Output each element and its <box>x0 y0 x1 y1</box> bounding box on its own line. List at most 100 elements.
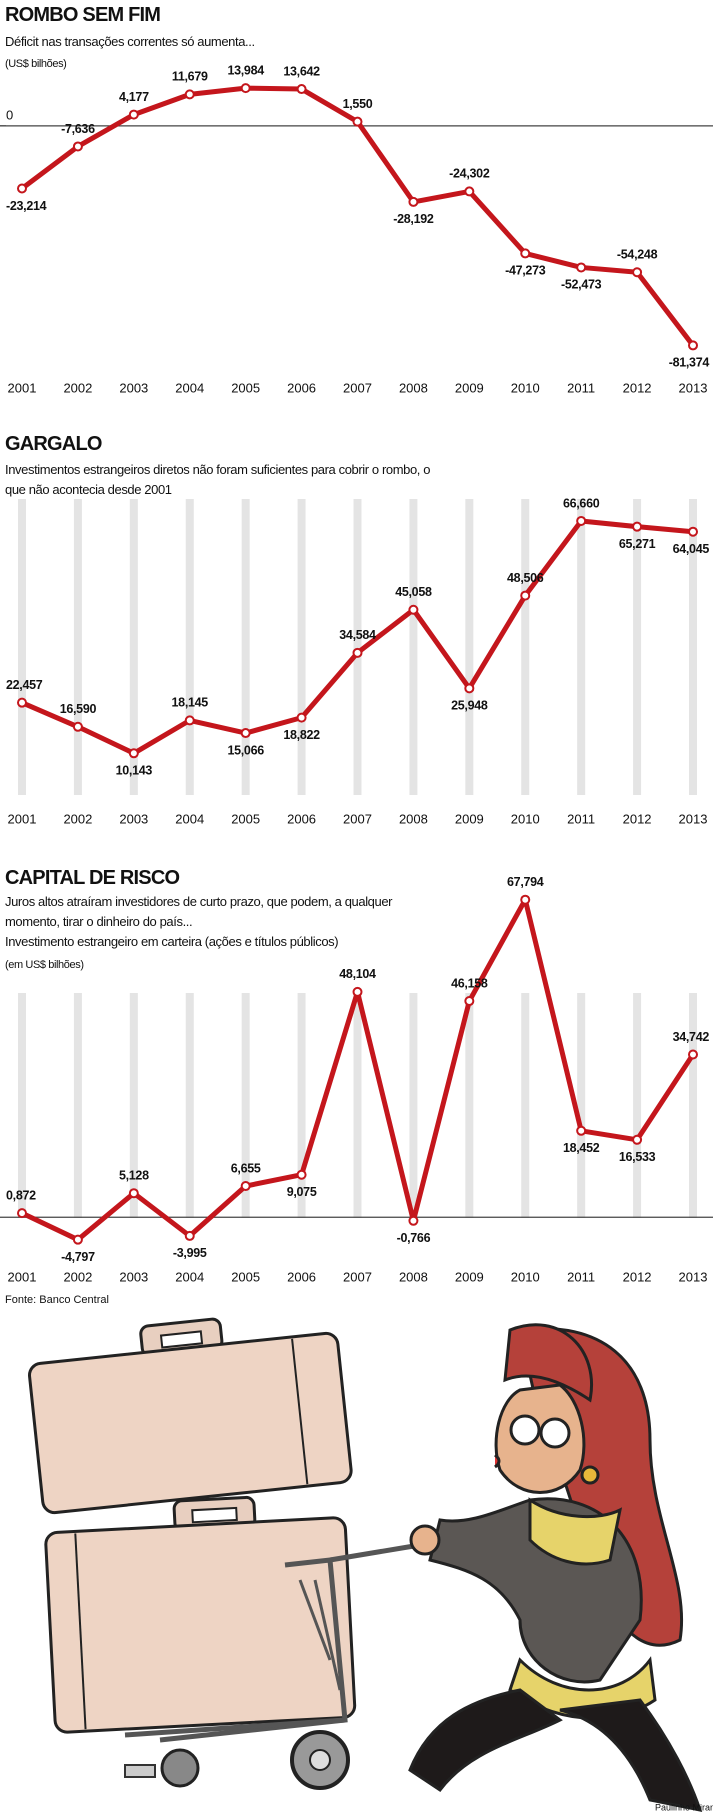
column-guide <box>353 499 362 795</box>
value-label: 64,045 <box>673 542 710 556</box>
value-label: 25,948 <box>451 699 488 713</box>
x-tick-label: 2006 <box>287 1269 316 1284</box>
value-label: 13,984 <box>227 63 264 77</box>
credit: Paulinho Miranda <box>655 1802 713 1812</box>
column-guide <box>633 993 642 1218</box>
column-guide <box>521 993 530 1218</box>
value-label: 0,872 <box>6 1188 36 1202</box>
value-label: 65,271 <box>619 537 656 551</box>
point <box>72 721 83 732</box>
value-label: 34,584 <box>339 628 376 642</box>
value-label: 48,506 <box>507 571 544 585</box>
column-guide <box>689 993 697 1218</box>
column-guide <box>297 993 306 1218</box>
chart-unit: (em US$ bilhões) <box>5 959 84 971</box>
value-label: 48,104 <box>339 967 376 981</box>
point <box>632 1134 643 1145</box>
column-guide <box>129 993 138 1218</box>
value-label: 18,452 <box>563 1141 600 1155</box>
x-tick-label: 2004 <box>175 1269 204 1284</box>
x-tick-label: 2005 <box>231 1269 260 1284</box>
wheel <box>160 1748 200 1788</box>
x-tick-label: 2004 <box>175 811 204 826</box>
x-tick-label: 2013 <box>679 380 708 395</box>
column-guide <box>241 499 250 795</box>
x-tick-label: 2003 <box>119 811 148 826</box>
point <box>520 894 531 905</box>
point <box>17 1208 27 1219</box>
value-label: -23,214 <box>6 199 47 213</box>
chart-subtitle: Investimentos estrangeiros diretos não f… <box>5 462 431 497</box>
chart-title: CAPITAL DE RISCO <box>5 867 180 889</box>
x-tick-label: 2012 <box>623 380 652 395</box>
column-guide <box>18 993 26 1218</box>
x-tick-label: 2002 <box>63 811 92 826</box>
x-tick-label: 2005 <box>231 380 260 395</box>
value-label: 4,177 <box>119 90 149 104</box>
value-label: 9,075 <box>287 1185 317 1199</box>
x-tick-label: 2007 <box>343 380 372 395</box>
value-label: 18,822 <box>283 728 320 742</box>
x-tick-label: 2007 <box>343 1269 372 1284</box>
point <box>408 196 419 207</box>
point <box>296 1169 307 1180</box>
point <box>408 1215 419 1226</box>
column-guide <box>73 993 82 1218</box>
point <box>576 1125 587 1136</box>
value-label: 34,742 <box>673 1030 710 1044</box>
illustration <box>28 1317 703 1812</box>
column-guide <box>297 499 306 795</box>
column-guide <box>577 993 586 1218</box>
point <box>576 262 587 273</box>
chart-title: GARGALO <box>5 433 102 455</box>
x-tick-label: 2013 <box>679 1269 708 1284</box>
point <box>632 521 643 532</box>
point <box>184 715 195 726</box>
value-label: 18,145 <box>172 696 209 710</box>
point <box>688 526 698 537</box>
x-tick-label: 2009 <box>455 380 484 395</box>
point <box>688 1049 698 1060</box>
column-guide <box>521 499 530 795</box>
value-label: 6,655 <box>231 1161 261 1175</box>
point <box>128 1188 139 1199</box>
x-tick-label: 2001 <box>8 380 37 395</box>
x-tick-label: 2001 <box>8 1269 37 1284</box>
chart-subtitle: Juros altos atraíram investidores de cur… <box>5 894 393 929</box>
woman <box>408 1323 703 1812</box>
column-guide <box>73 499 82 795</box>
x-tick-label: 2003 <box>119 1269 148 1284</box>
value-label: -7,636 <box>61 122 95 136</box>
point <box>240 1181 251 1192</box>
x-tick-label: 2008 <box>399 1269 428 1284</box>
x-tick-label: 2006 <box>287 380 316 395</box>
column-guide <box>465 499 474 795</box>
point <box>520 590 531 601</box>
column-guide <box>185 499 194 795</box>
point <box>352 986 363 997</box>
x-tick-label: 2011 <box>567 1269 595 1284</box>
x-tick-label: 2007 <box>343 811 372 826</box>
column-guide <box>409 993 418 1218</box>
point <box>72 141 83 152</box>
x-tick-label: 2012 <box>623 811 652 826</box>
suitcase-top <box>28 1317 353 1515</box>
x-tick-label: 2003 <box>119 380 148 395</box>
column-guide <box>465 993 474 1218</box>
value-label: -4,797 <box>61 1250 95 1264</box>
value-label: 1,550 <box>343 97 373 111</box>
value-label: -52,473 <box>561 278 602 292</box>
x-tick-label: 2005 <box>231 811 260 826</box>
trolley <box>124 1542 421 1778</box>
value-label: -24,302 <box>449 167 490 181</box>
suitcase-bottom <box>44 1495 357 1734</box>
value-label: -28,192 <box>393 212 434 226</box>
column-guide <box>353 993 362 1218</box>
x-tick-label: 2008 <box>399 811 428 826</box>
x-tick-label: 2006 <box>287 811 316 826</box>
point <box>184 1230 195 1241</box>
chart-title: ROMBO SEM FIM <box>5 4 161 26</box>
point <box>17 183 27 194</box>
